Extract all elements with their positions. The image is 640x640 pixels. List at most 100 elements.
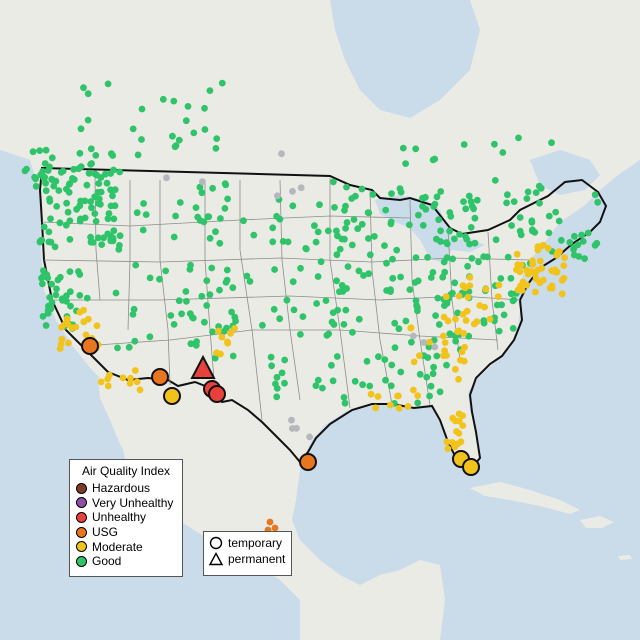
station-moderate[interactable] [513,266,520,274]
station-good[interactable] [492,236,500,244]
station-moderate[interactable] [442,293,450,301]
station-good[interactable] [504,191,511,199]
station-good[interactable] [414,307,421,315]
station-good[interactable] [316,201,323,209]
station-good[interactable] [130,305,138,313]
station-good[interactable] [342,285,350,293]
station-good[interactable] [323,331,331,339]
station-moderate[interactable] [523,281,531,289]
station-good[interactable] [579,238,587,245]
station-good[interactable] [430,363,437,371]
station-moderate[interactable] [387,401,394,409]
station-good[interactable] [388,361,396,369]
station-good[interactable] [206,234,214,242]
station-good[interactable] [446,227,453,235]
station-good[interactable] [433,193,441,201]
station-good[interactable] [333,251,341,259]
station-good[interactable] [382,376,389,384]
station-moderate[interactable] [104,382,112,390]
monitor-usg-temporary[interactable] [151,368,169,386]
station-good[interactable] [250,231,258,239]
station-good[interactable] [45,228,53,236]
station-good[interactable] [343,219,351,226]
station-good[interactable] [92,218,100,225]
station-good[interactable] [110,166,117,174]
station-moderate[interactable] [513,250,521,258]
station-good[interactable] [211,354,219,362]
station-good[interactable] [437,188,445,195]
monitor-usg-temporary[interactable] [81,337,99,355]
station-good[interactable] [240,217,247,225]
station-good[interactable] [463,235,471,243]
station-good[interactable] [402,160,409,168]
station-good[interactable] [456,231,463,238]
station-good[interactable] [107,186,114,194]
station-moderate[interactable] [395,392,402,400]
station-good[interactable] [170,97,178,105]
station-good[interactable] [182,117,190,125]
station-good[interactable] [216,286,223,294]
station-good[interactable] [246,278,254,285]
station-good[interactable] [52,291,60,299]
station-good[interactable] [48,280,55,288]
station-good[interactable] [176,199,184,206]
station-good[interactable] [271,266,278,273]
station-moderate[interactable] [459,412,466,419]
station-good[interactable] [138,136,145,143]
station-moderate[interactable] [58,335,66,343]
station-good[interactable] [132,261,140,269]
station-good[interactable] [69,175,76,182]
monitor-unhealthy-temporary[interactable] [208,385,226,403]
station-good[interactable] [283,296,291,304]
station-moderate[interactable] [410,358,418,366]
station-no-data[interactable] [288,425,296,432]
station-good[interactable] [112,289,120,297]
station-good[interactable] [389,274,397,282]
station-good[interactable] [36,147,44,155]
station-good[interactable] [115,246,123,253]
station-good[interactable] [430,203,438,210]
station-good[interactable] [437,238,444,245]
station-good[interactable] [66,217,74,225]
station-moderate[interactable] [119,374,127,382]
station-good[interactable] [201,126,209,133]
station-good[interactable] [358,220,366,228]
station-no-data[interactable] [306,433,313,441]
station-good[interactable] [516,214,524,221]
station-good[interactable] [360,272,367,279]
station-good[interactable] [208,264,216,272]
station-good[interactable] [110,227,118,235]
station-moderate[interactable] [372,404,380,412]
station-good[interactable] [91,170,99,178]
station-good[interactable] [594,198,602,206]
station-good[interactable] [42,146,50,154]
station-good[interactable] [50,182,58,190]
station-good[interactable] [39,313,47,320]
station-good[interactable] [97,174,105,181]
station-good[interactable] [44,167,52,174]
station-moderate[interactable] [106,371,113,379]
station-good[interactable] [349,328,356,336]
station-moderate[interactable] [539,241,547,249]
monitor-unhealthy-permanent[interactable] [190,354,216,379]
station-good[interactable] [364,209,372,217]
station-moderate[interactable] [127,374,134,382]
station-good[interactable] [366,251,374,259]
station-good[interactable] [273,373,281,381]
station-good[interactable] [302,245,310,252]
station-good[interactable] [571,232,578,240]
station-good[interactable] [342,225,349,232]
station-no-data[interactable] [274,192,281,200]
station-good[interactable] [575,253,583,260]
station-moderate[interactable] [455,292,463,300]
station-moderate[interactable] [459,311,467,318]
station-good[interactable] [408,338,415,346]
station-moderate[interactable] [556,248,563,255]
station-good[interactable] [439,273,447,281]
station-moderate[interactable] [455,327,463,335]
station-good[interactable] [342,306,350,314]
station-good[interactable] [222,279,230,286]
station-good[interactable] [223,266,231,274]
station-good[interactable] [473,196,481,204]
station-good[interactable] [87,198,95,206]
